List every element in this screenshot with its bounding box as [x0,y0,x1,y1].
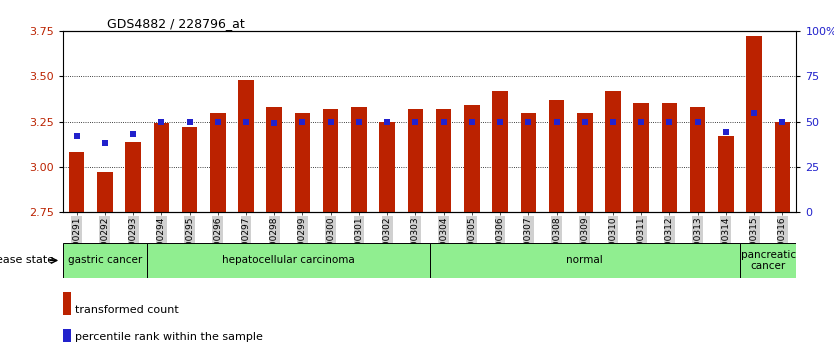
Bar [153,123,169,212]
Point [663,119,676,125]
Point [494,119,507,125]
Point [521,119,535,125]
Bar [210,113,225,212]
Bar [661,103,677,212]
Bar [520,113,536,212]
Bar [464,105,480,212]
Text: pancreatic
cancer: pancreatic cancer [741,250,796,271]
Bar [63,292,71,315]
Point [268,121,281,126]
Point [719,130,732,135]
Bar [634,103,649,212]
Bar [97,172,113,212]
Point [776,119,789,125]
Point [70,133,83,139]
Bar [323,109,339,212]
Bar [746,36,762,212]
Point [437,119,450,125]
Bar [63,243,148,278]
Bar [63,329,71,342]
Bar [492,91,508,212]
Text: normal: normal [566,256,603,265]
Text: percentile rank within the sample: percentile rank within the sample [75,332,264,342]
Bar [690,107,706,212]
Point [324,119,338,125]
Point [380,119,394,125]
Point [635,119,648,125]
Point [606,119,620,125]
Bar [718,136,734,212]
Bar [408,109,423,212]
Text: transformed count: transformed count [75,305,179,315]
Bar [125,142,141,212]
Text: disease state: disease state [0,256,54,265]
Point [154,119,168,125]
Point [578,119,591,125]
Bar [294,113,310,212]
Point [409,119,422,125]
Point [465,119,479,125]
Bar [351,107,367,212]
Bar [267,107,282,212]
Bar [577,113,592,212]
Bar [740,243,796,278]
Bar [605,91,620,212]
Bar [379,122,395,212]
Point [747,110,761,115]
Bar [69,152,84,212]
Point [127,131,140,137]
Bar [182,127,198,212]
Text: GDS4882 / 228796_at: GDS4882 / 228796_at [107,17,244,30]
Bar [430,243,740,278]
Point [239,119,253,125]
Point [550,119,563,125]
Point [352,119,365,125]
Bar [148,243,430,278]
Bar [436,109,451,212]
Point [183,119,196,125]
Point [98,140,112,146]
Bar [239,80,254,212]
Bar [775,122,790,212]
Text: gastric cancer: gastric cancer [68,256,142,265]
Bar [549,100,565,212]
Point [691,119,705,125]
Point [296,119,309,125]
Point [211,119,224,125]
Text: hepatocellular carcinoma: hepatocellular carcinoma [222,256,354,265]
